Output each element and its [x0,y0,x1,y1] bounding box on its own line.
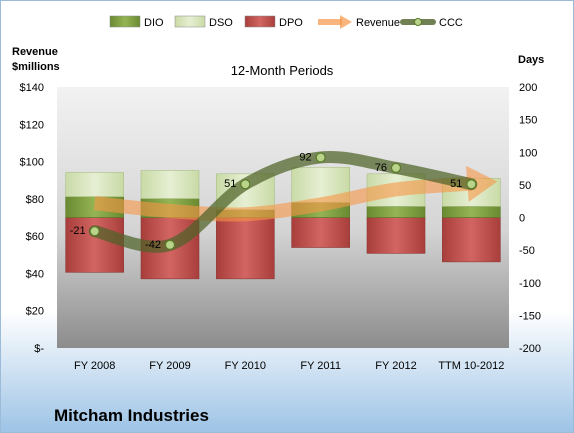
x-tick-label: FY 2010 [225,360,266,372]
x-tick-label: FY 2011 [300,360,341,372]
dpo-bar [291,217,350,248]
ccc-point [466,179,477,190]
ccc-data-label: 51 [450,178,462,190]
legend-swatch-dso [174,15,206,28]
legend-label: DSO [209,17,233,29]
plot-area [57,87,509,348]
company-name: Mitcham Industries [54,406,209,425]
right-axis-title: Days [518,54,544,66]
right-tick-label: -200 [519,343,541,355]
left-axis-title-line1: Revenue [12,46,58,58]
right-tick-label: 200 [519,82,537,94]
ccc-data-label: -42 [145,239,161,251]
ccc-point [315,152,326,163]
right-tick-label: 150 [519,115,537,127]
left-tick-label: $140 [20,82,44,94]
left-tick-label: $120 [20,119,44,131]
left-tick-label: $40 [26,268,44,280]
right-tick-label: 50 [519,180,531,192]
chart-title: 12-Month Periods [231,63,334,78]
revenue-arrowhead [465,165,498,202]
legend-swatch-revenue-arrow [340,15,352,29]
x-tick-label: FY 2009 [149,360,190,372]
x-tick-label: FY 2012 [375,360,416,372]
x-tick-label: TTM 10-2012 [438,360,504,372]
ccc-point [164,239,176,251]
right-tick-label: -100 [519,278,541,290]
left-tick-label: $60 [26,231,44,243]
legend: DIO DSO DPO Revenue CCC [109,15,463,29]
legend-swatch-dio [109,15,141,28]
right-axis: -200 -150 -100 -50 0 50 100 150 200 [519,82,541,355]
dpo-bar [442,217,501,263]
dpo-bar [216,217,275,280]
left-tick-label: $100 [20,157,44,169]
right-tick-label: -150 [519,310,541,322]
dpo-bar [366,217,426,254]
revenue-line [93,176,472,222]
x-tick-label: FY 2008 [74,360,115,372]
x-axis: FY 2008 FY 2009 FY 2010 FY 2011 FY 2012 TTM 1… [74,360,504,372]
ccc-data-label: 92 [299,151,311,163]
ccc-data-label: 76 [375,162,387,174]
left-tick-label: $20 [26,306,44,318]
right-tick-label: 0 [519,213,525,225]
legend-label: DIO [144,17,164,29]
ccc-point [89,226,100,237]
legend-swatch-dpo [244,15,276,28]
left-axis: $- $20 $40 $60 $80 $100 $120 $140 [20,82,45,355]
left-tick-label: $- [34,343,44,355]
right-tick-label: 100 [519,147,537,159]
ccc-point [240,179,251,190]
ccc-data-label: 51 [224,178,236,190]
dio-bar [366,206,426,218]
lines: -21 -42 51 92 76 51 [70,150,498,253]
right-tick-label: -50 [519,245,535,257]
legend-swatch-ccc-point [414,18,422,26]
ccc-point [390,162,402,174]
dso-bar [65,172,124,197]
legend-label: CCC [439,17,463,29]
dso-bar [140,170,200,199]
dio-bar [442,206,501,218]
left-tick-label: $80 [26,194,44,206]
ccc-data-label: -21 [70,225,86,237]
legend-label: Revenue [356,17,400,29]
legend-label: DPO [279,17,303,29]
left-axis-title-line2: $millions [12,61,60,73]
